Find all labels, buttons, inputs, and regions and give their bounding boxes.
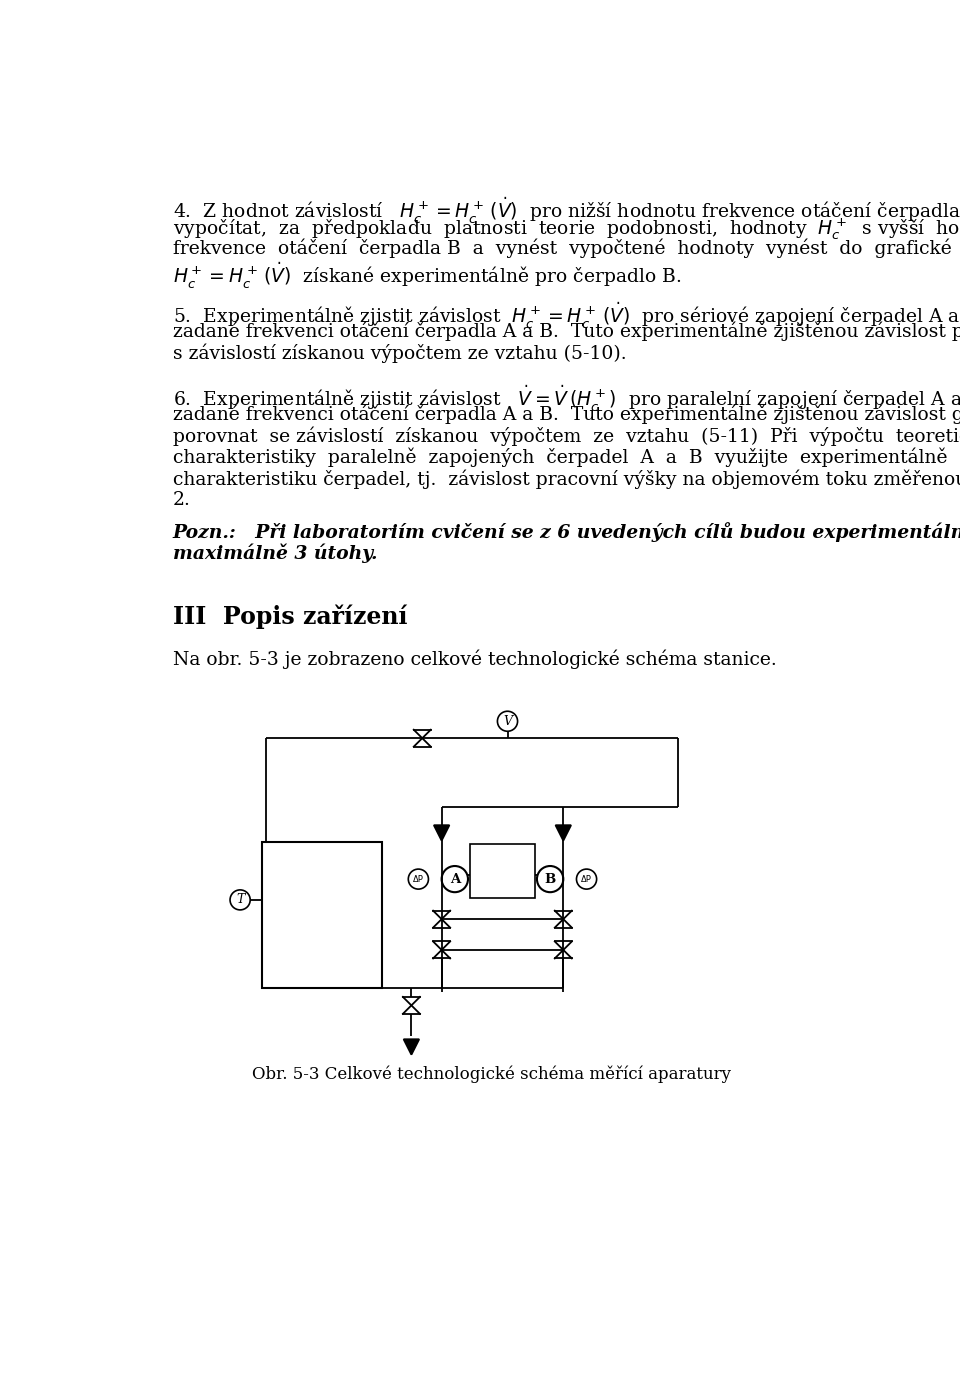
- Text: frekvence  otáčení  čerpadla B  a  vynést  vypočtené  hodnoty  vynést  do  grafi: frekvence otáčení čerpadla B a vynést vy…: [173, 238, 960, 257]
- Polygon shape: [403, 1039, 420, 1055]
- Text: zadané frekvenci otáčení čerpadla A a B.  Tuto experimentálně zjištěnou závislos: zadané frekvenci otáčení čerpadla A a B.…: [173, 404, 960, 425]
- Text: 4.  Z hodnot závislostí   $H_c^+ = H_c^+\,(\dot{V})$  pro nižší hodnotu frekvenc: 4. Z hodnot závislostí $H_c^+ = H_c^+\,(…: [173, 195, 960, 226]
- Text: Pozn.:   Při laboratoriím cvičení se z 6 uvedených cílů budou experimentálně ově: Pozn.: Při laboratoriím cvičení se z 6 u…: [173, 522, 960, 541]
- Text: T: T: [236, 894, 244, 907]
- Text: zadané frekvenci otáčení čerpadla A a B.  Tuto experimentálně zjištěnou závislos: zadané frekvenci otáčení čerpadla A a B.…: [173, 321, 960, 340]
- Text: maximálně 3 útohy.: maximálně 3 útohy.: [173, 544, 377, 563]
- Text: III  Popis zařízení: III Popis zařízení: [173, 605, 407, 630]
- Text: ΔP: ΔP: [581, 875, 592, 883]
- Polygon shape: [434, 825, 449, 840]
- Text: s závislostí získanou výpočtem ze vztahu (5-10).: s závislostí získanou výpočtem ze vztahu…: [173, 343, 626, 363]
- Text: charakteristiky  paralelně  zapojených  čerpadel  A  a  B  využijte  experimentá: charakteristiky paralelně zapojených čer…: [173, 448, 960, 468]
- Text: A: A: [449, 872, 460, 886]
- Text: 6.  Experimentálně zjistit závislost   $\dot{V} = \dot{V}\,(H_c^+)$  pro paralel: 6. Experimentálně zjistit závislost $\do…: [173, 383, 960, 414]
- Text: Obr. 5-3 Celkové technologické schéma měřící aparatury: Obr. 5-3 Celkové technologické schéma mě…: [252, 1066, 732, 1082]
- Text: porovnat  se závislostí  získanou  výpočtem  ze  vztahu  (5-11)  Při  výpočtu  t: porovnat se závislostí získanou výpočtem…: [173, 426, 960, 446]
- Text: 5.  Experimentálně zjistit závislost  $H_c^+ = H_c^+\,(\dot{V})$  pro sériové za: 5. Experimentálně zjistit závislost $H_c…: [173, 300, 960, 329]
- Text: 2.: 2.: [173, 491, 191, 509]
- Polygon shape: [556, 825, 571, 840]
- Text: Na obr. 5-3 je zobrazeno celkové technologické schéma stanice.: Na obr. 5-3 je zobrazeno celkové technol…: [173, 649, 777, 668]
- Text: B: B: [544, 872, 556, 886]
- Text: ΔP: ΔP: [413, 875, 423, 883]
- Text: charakteristiku čerpadel, tj.  závislost pracovní výšky na objemovém toku změřen: charakteristiku čerpadel, tj. závislost …: [173, 469, 960, 489]
- Text: $H_c^+ = H_c^+\,(\dot{V})$  získané experimentálně pro čerpadlo B.: $H_c^+ = H_c^+\,(\dot{V})$ získané exper…: [173, 260, 681, 291]
- Text: vypočítat,  za  předpokladu  platnosti  teorie  podobnosti,  hodnoty  $H_c^+$  s: vypočítat, za předpokladu platnosti teor…: [173, 217, 960, 242]
- Text: V: V: [503, 714, 512, 728]
